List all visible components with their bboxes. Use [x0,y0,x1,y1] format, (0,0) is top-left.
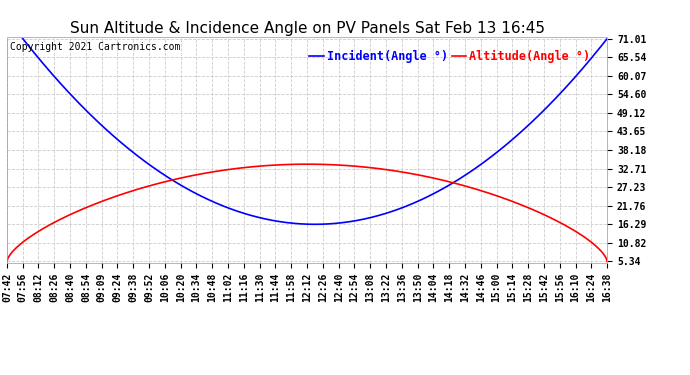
Legend: Incident(Angle °), Altitude(Angle °): Incident(Angle °), Altitude(Angle °) [305,46,595,68]
Text: Copyright 2021 Cartronics.com: Copyright 2021 Cartronics.com [10,42,180,52]
Title: Sun Altitude & Incidence Angle on PV Panels Sat Feb 13 16:45: Sun Altitude & Incidence Angle on PV Pan… [70,21,544,36]
